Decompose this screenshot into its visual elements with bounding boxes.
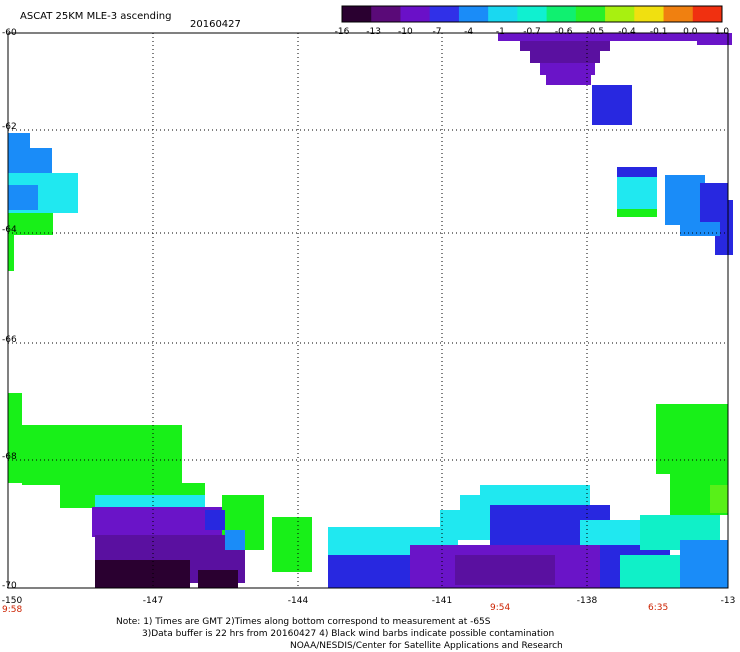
colorbar-label: -0.5 [586, 27, 605, 37]
data-cell [455, 555, 555, 585]
lat-label-70: -70 [2, 581, 17, 591]
data-cell [520, 41, 610, 51]
data-cell [680, 222, 720, 236]
data-cell [617, 167, 657, 177]
data-cell [22, 425, 182, 485]
data-cell [546, 75, 591, 85]
data-cell [697, 33, 732, 45]
time-label-mid: 9:54 [490, 603, 511, 613]
lon-label-left: -150 [1, 596, 23, 606]
data-cell [8, 213, 53, 235]
colorbar-segment [429, 6, 460, 22]
colorbar-label: -0.1 [649, 27, 668, 37]
colorbar-label: -0.4 [618, 27, 636, 37]
colorbar-segment [605, 6, 635, 22]
plot-frame [7, 32, 729, 589]
data-cell [710, 485, 728, 513]
colorbar-segment [663, 6, 694, 22]
colorbar-segment [371, 6, 401, 22]
data-cell [225, 530, 245, 550]
data-cell [8, 235, 14, 271]
lat-label-68: -68 [2, 452, 17, 462]
lon-label-144: -144 [287, 596, 309, 606]
colorbar-label: -16 [334, 27, 350, 37]
colorbar-label: -4 [464, 27, 474, 37]
colorbar-segment [546, 6, 577, 22]
colorbar-segment [517, 6, 548, 22]
data-cell [205, 510, 225, 530]
map-title: ASCAT 25KM MLE-3 ascending [20, 11, 172, 22]
map-date: 20160427 [190, 19, 241, 30]
grid-lines [8, 33, 728, 588]
colorbar-label: -7 [432, 27, 442, 37]
colorbar-label: -10 [397, 27, 413, 37]
colorbar-segment [342, 6, 372, 22]
lon-label-right: -13 [720, 596, 736, 606]
colorbar-segment [575, 6, 606, 22]
data-cell [8, 133, 30, 173]
lat-label-62: -62 [2, 122, 17, 132]
data-cell [592, 85, 632, 125]
colorbar-label: -0.6 [554, 27, 573, 37]
lat-label-60: -60 [2, 28, 17, 38]
data-cell [30, 148, 52, 178]
data-cell [656, 404, 728, 474]
colorbar-segment [458, 6, 489, 22]
data-cell [480, 485, 590, 505]
colorbar-segment [634, 6, 665, 22]
data-cell [540, 63, 595, 75]
colorbar-segment [400, 6, 431, 22]
data-cell [92, 507, 222, 537]
data-cell [8, 185, 38, 210]
colorbar [341, 5, 723, 23]
colorbar-outline [341, 5, 723, 23]
colorbar-segment [488, 6, 518, 22]
colorbar-label: 0.0 [683, 27, 698, 37]
data-cell [617, 177, 657, 209]
footer-credit: NOAA/NESDIS/Center for Satellite Applica… [290, 641, 563, 651]
colorbar-label: -1 [495, 27, 505, 37]
time-label-right: 6:35 [648, 603, 669, 613]
data-cell [617, 209, 657, 217]
data-cell [95, 560, 190, 588]
data-cell [198, 570, 238, 588]
data-cell [95, 495, 205, 510]
lat-label-66: -66 [2, 335, 17, 345]
data-cell [8, 393, 22, 483]
lon-label-147: -147 [142, 596, 164, 606]
colorbar-segment [692, 6, 723, 22]
footer-note-1: Note: 1) Times are GMT 2)Times along bot… [116, 617, 491, 627]
colorbar-label: -13 [366, 27, 382, 37]
data-cell [272, 517, 312, 572]
data-cell [530, 51, 600, 63]
footer-note-2: 3)Data buffer is 22 hrs from 20160427 4)… [142, 629, 555, 639]
data-cell [680, 540, 728, 588]
colorbar-label: 1.0 [714, 27, 730, 37]
data-cell [665, 175, 705, 225]
data-cell [498, 33, 698, 41]
data-swaths [8, 33, 733, 588]
lat-label-64: -64 [2, 225, 17, 235]
colorbar-label: -0.7 [523, 27, 541, 37]
lon-label-141: -141 [431, 596, 453, 606]
time-label-left: 9:58 [2, 605, 23, 615]
lon-label-138: -138 [576, 596, 598, 606]
